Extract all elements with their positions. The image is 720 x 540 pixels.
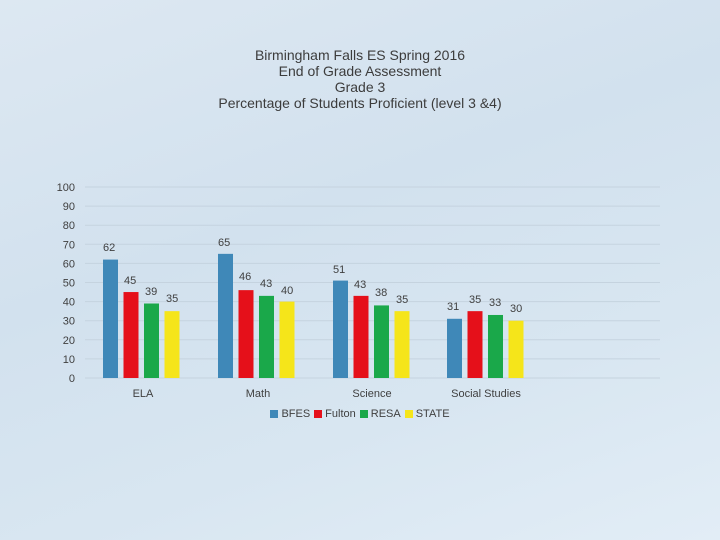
bar-bfes-social-studies	[447, 318, 462, 378]
legend-item-bfes: BFES	[270, 408, 310, 420]
chart-title-line-3: Grade 3	[334, 79, 386, 95]
data-label-fulton-social-studies: 35	[469, 294, 481, 306]
data-label-bfes-social-studies: 31	[447, 301, 459, 313]
chart-title-line-4: Percentage of Students Proficient (level…	[218, 95, 502, 111]
data-label-state-social-studies: 30	[510, 303, 522, 315]
data-label-resa-science: 38	[375, 287, 387, 299]
bar-resa-math	[259, 295, 274, 378]
y-tick-label: 70	[63, 239, 75, 251]
bar-resa-social-studies	[488, 314, 503, 378]
y-tick-label: 0	[69, 373, 75, 385]
y-tick-label: 10	[63, 354, 75, 366]
data-label-resa-math: 43	[260, 278, 272, 290]
legend-item-state: STATE	[404, 408, 450, 420]
bar-state-science	[394, 311, 410, 378]
chart-title-line-1: Birmingham Falls ES Spring 2016	[254, 47, 466, 63]
data-label-fulton-science: 43	[354, 279, 366, 291]
data-label-fulton-ela: 45	[124, 275, 136, 287]
x-category-label: Science	[352, 388, 391, 400]
legend-item-fulton: Fulton	[314, 408, 356, 420]
legend-swatch	[359, 410, 368, 418]
bar-resa-science	[374, 305, 389, 378]
legend-item-resa: RESA	[359, 408, 401, 420]
legend-label: RESA	[370, 408, 401, 420]
y-tick-label: 20	[63, 335, 75, 347]
y-tick-label: 80	[63, 220, 75, 232]
bar-resa-ela	[144, 303, 159, 378]
bar-fulton-science	[353, 295, 369, 378]
bar-fulton-math	[238, 290, 254, 378]
bar-state-ela	[164, 311, 180, 378]
data-label-state-science: 35	[396, 294, 408, 306]
chart-title: Birmingham Falls ES Spring 2016 End of G…	[0, 47, 720, 111]
legend-swatch	[270, 410, 279, 418]
y-tick-label: 40	[63, 297, 75, 309]
x-category-label: ELA	[133, 388, 154, 400]
legend-label: BFES	[281, 408, 311, 420]
bar-state-social-studies	[508, 320, 524, 378]
legend-label: Fulton	[325, 408, 356, 420]
bar-fulton-ela	[123, 292, 139, 378]
chart-title-line-2: End of Grade Assessment	[278, 63, 442, 79]
bar-bfes-science	[333, 280, 348, 378]
y-tick-label: 50	[63, 278, 75, 290]
data-label-bfes-ela: 62	[103, 242, 115, 254]
data-label-fulton-math: 46	[239, 271, 251, 283]
data-label-bfes-science: 51	[333, 264, 345, 276]
bar-bfes-math	[218, 253, 233, 378]
bar-fulton-social-studies	[467, 311, 483, 378]
data-label-state-math: 40	[281, 285, 293, 297]
data-label-state-ela: 35	[166, 293, 178, 305]
x-category-label: Math	[246, 388, 270, 400]
chart-legend: BFES Fulton RESA STATE	[0, 408, 720, 420]
bar-state-math	[279, 301, 295, 378]
data-label-bfes-math: 65	[218, 237, 230, 249]
x-category-label: Social Studies	[451, 388, 521, 400]
bar-bfes-ela	[103, 259, 118, 378]
y-tick-label: 30	[63, 316, 75, 328]
y-tick-label: 60	[63, 258, 75, 270]
data-label-resa-ela: 39	[145, 286, 157, 298]
y-tick-label: 100	[57, 182, 75, 194]
legend-label: STATE	[415, 408, 450, 420]
legend-swatch	[404, 410, 413, 418]
legend-swatch	[314, 410, 323, 418]
data-label-resa-social-studies: 33	[489, 297, 501, 309]
y-tick-label: 90	[63, 201, 75, 213]
